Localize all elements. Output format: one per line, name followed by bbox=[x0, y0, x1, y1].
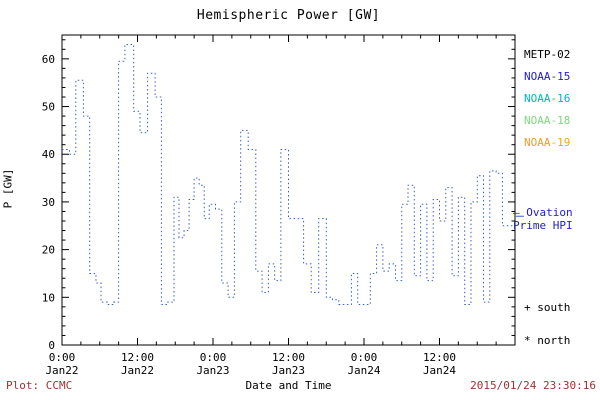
x-tick-time-label: 0:00 bbox=[351, 351, 378, 364]
y-tick-label: 30 bbox=[42, 196, 55, 209]
y-tick-label: 60 bbox=[42, 53, 55, 66]
x-tick-time-label: 12:00 bbox=[272, 351, 305, 364]
y-tick-label: 40 bbox=[42, 148, 55, 161]
ovation-line-2: Prime HPI bbox=[513, 219, 573, 232]
y-tick-label: 0 bbox=[48, 339, 55, 352]
legend: METP-02 NOAA-15 NOAA-16 NOAA-18 NOAA-19 bbox=[524, 44, 570, 154]
x-tick-date-label: Jan22 bbox=[121, 364, 154, 377]
x-axis-label: Date and Time bbox=[245, 379, 332, 392]
legend-item-metp-02: METP-02 bbox=[524, 48, 571, 61]
x-tick-date-label: Jan24 bbox=[423, 364, 456, 377]
x-tick-date-label: Jan22 bbox=[45, 364, 78, 377]
legend-item-noaa-18: NOAA-18 bbox=[524, 114, 571, 127]
x-tick-time-label: 0:00 bbox=[200, 351, 227, 364]
north-marker-label: * north bbox=[524, 334, 571, 347]
ovation-dash-marker: – bbox=[513, 206, 520, 219]
legend-item-noaa-19: NOAA-19 bbox=[524, 136, 571, 149]
hpi-step-line bbox=[62, 44, 515, 305]
x-tick-time-label: 0:00 bbox=[49, 351, 76, 364]
x-tick-time-label: 12:00 bbox=[121, 351, 154, 364]
plot-border bbox=[61, 34, 516, 346]
x-tick-date-label: Jan23 bbox=[272, 364, 305, 377]
x-tick-date-label: Jan24 bbox=[347, 364, 380, 377]
plot-source-label: Plot: CCMC bbox=[6, 379, 73, 392]
legend-item-noaa-15: NOAA-15 bbox=[524, 70, 571, 83]
y-tick-label: 10 bbox=[42, 291, 55, 304]
x-tick-date-label: Jan23 bbox=[196, 364, 229, 377]
y-tick-label: 20 bbox=[42, 244, 55, 257]
south-marker-label: + south bbox=[524, 301, 571, 314]
ovation-line-1: – Ovation bbox=[513, 206, 573, 219]
x-tick-time-label: 12:00 bbox=[423, 351, 456, 364]
chart-title: Hemispheric Power [GW] bbox=[196, 8, 381, 23]
y-tick-label: 50 bbox=[42, 101, 55, 114]
plot-timestamp: 2015/01/24 23:30:16 bbox=[470, 379, 596, 392]
legend-item-noaa-16: NOAA-16 bbox=[524, 92, 571, 105]
ovation-prime-hpi-label: – Ovation Prime HPI bbox=[513, 206, 573, 232]
